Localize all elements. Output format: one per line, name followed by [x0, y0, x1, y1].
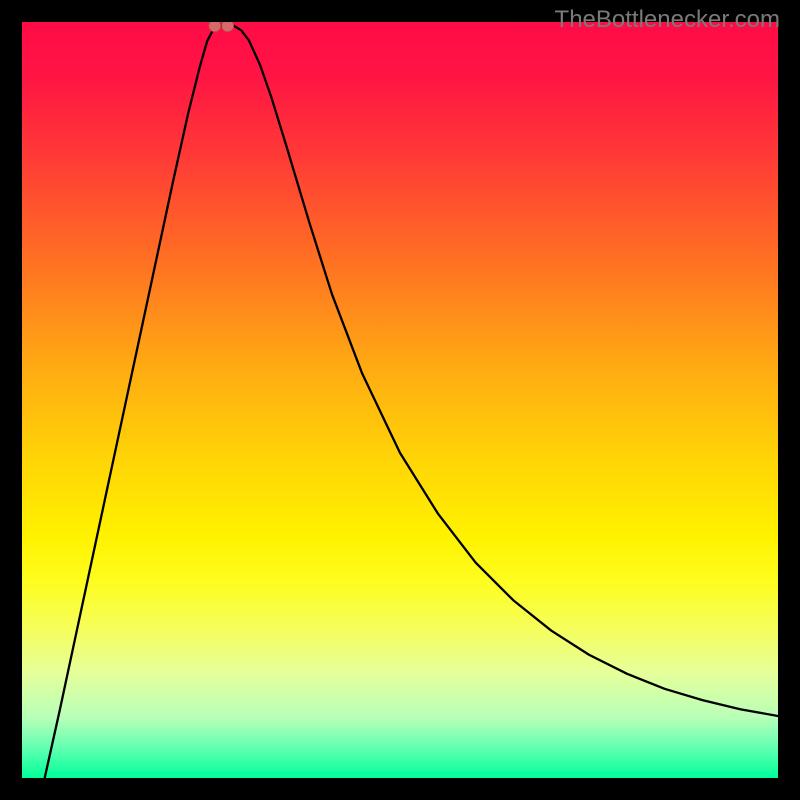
source-watermark: TheBottlenecker.com	[555, 6, 780, 34]
bottleneck-marker-0	[209, 22, 221, 32]
plot-area	[22, 22, 778, 778]
bottleneck-curve	[22, 22, 778, 778]
chart-frame: TheBottlenecker.com	[0, 0, 800, 800]
bottleneck-marker-1	[222, 22, 234, 32]
curve-path	[45, 25, 778, 778]
